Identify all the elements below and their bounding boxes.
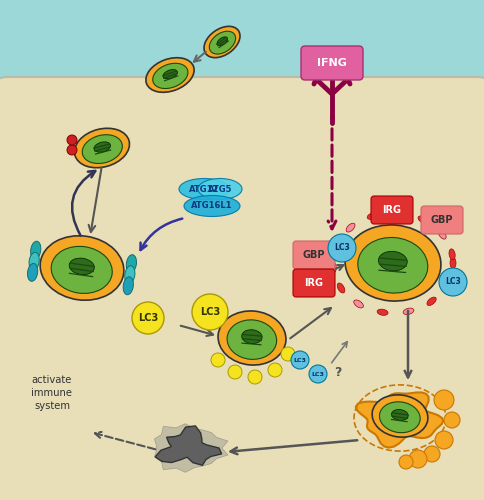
Circle shape [408, 450, 426, 468]
Text: ATG12: ATG12 [188, 184, 219, 194]
Ellipse shape [126, 254, 136, 272]
Ellipse shape [378, 252, 407, 271]
Ellipse shape [30, 241, 41, 259]
Ellipse shape [209, 31, 235, 54]
Ellipse shape [197, 178, 242, 200]
Text: IFNG: IFNG [317, 58, 346, 68]
Ellipse shape [29, 252, 39, 270]
Text: LC3: LC3 [333, 244, 349, 252]
Polygon shape [355, 392, 442, 448]
FancyBboxPatch shape [292, 269, 334, 297]
Ellipse shape [443, 279, 450, 289]
Circle shape [308, 365, 326, 383]
Circle shape [268, 363, 281, 377]
Ellipse shape [417, 216, 427, 224]
Text: LC3: LC3 [199, 307, 220, 317]
Ellipse shape [426, 297, 435, 306]
Ellipse shape [377, 309, 387, 316]
Ellipse shape [217, 37, 227, 46]
Ellipse shape [336, 283, 344, 293]
Text: IRG: IRG [304, 278, 323, 288]
Circle shape [227, 365, 242, 379]
Text: LC3: LC3 [444, 278, 460, 286]
Ellipse shape [146, 58, 194, 92]
Ellipse shape [402, 308, 413, 314]
Ellipse shape [69, 258, 94, 274]
Circle shape [327, 234, 355, 262]
Ellipse shape [152, 64, 187, 88]
Polygon shape [154, 424, 227, 472]
Ellipse shape [448, 249, 454, 260]
Ellipse shape [437, 230, 445, 239]
Circle shape [280, 347, 294, 361]
Ellipse shape [371, 395, 427, 437]
Text: activate
immune
system: activate immune system [31, 375, 72, 412]
FancyBboxPatch shape [301, 46, 362, 80]
FancyBboxPatch shape [292, 241, 334, 269]
Text: GBP: GBP [302, 250, 325, 260]
Circle shape [211, 353, 225, 367]
Ellipse shape [449, 258, 455, 268]
Ellipse shape [123, 277, 133, 295]
Text: LC3: LC3 [311, 372, 324, 376]
Ellipse shape [163, 70, 177, 79]
Circle shape [290, 351, 308, 369]
Circle shape [443, 412, 459, 428]
Ellipse shape [204, 26, 240, 58]
Ellipse shape [357, 238, 427, 293]
Polygon shape [155, 426, 221, 466]
Circle shape [423, 446, 439, 462]
Ellipse shape [346, 223, 354, 232]
Ellipse shape [333, 240, 339, 251]
Ellipse shape [227, 320, 276, 360]
Ellipse shape [392, 210, 403, 216]
Text: LC3: LC3 [293, 358, 306, 362]
Text: ATG16L1: ATG16L1 [191, 202, 232, 210]
FancyBboxPatch shape [420, 206, 462, 234]
Circle shape [67, 145, 77, 155]
Circle shape [433, 390, 453, 410]
Ellipse shape [330, 262, 335, 273]
Text: ?: ? [333, 366, 341, 378]
Ellipse shape [366, 212, 377, 220]
Ellipse shape [51, 246, 112, 294]
Ellipse shape [378, 402, 419, 432]
Ellipse shape [124, 266, 135, 283]
Text: GBP: GBP [430, 215, 453, 225]
Circle shape [132, 302, 164, 334]
Ellipse shape [75, 128, 129, 168]
Ellipse shape [344, 225, 440, 301]
Circle shape [434, 431, 452, 449]
Ellipse shape [391, 410, 408, 420]
Ellipse shape [183, 196, 240, 216]
Ellipse shape [82, 134, 122, 164]
Ellipse shape [28, 264, 38, 281]
Circle shape [67, 135, 77, 145]
Circle shape [247, 370, 261, 384]
FancyBboxPatch shape [0, 77, 484, 500]
Ellipse shape [94, 142, 110, 152]
Ellipse shape [40, 236, 123, 300]
Text: IRG: IRG [382, 205, 401, 215]
Ellipse shape [179, 178, 228, 200]
Text: LC3: LC3 [137, 313, 158, 323]
Ellipse shape [241, 330, 261, 344]
Circle shape [398, 455, 412, 469]
FancyBboxPatch shape [370, 196, 412, 224]
Ellipse shape [353, 300, 363, 308]
Ellipse shape [218, 311, 286, 365]
Text: ATG5: ATG5 [207, 184, 232, 194]
Circle shape [192, 294, 227, 330]
Circle shape [438, 268, 466, 296]
